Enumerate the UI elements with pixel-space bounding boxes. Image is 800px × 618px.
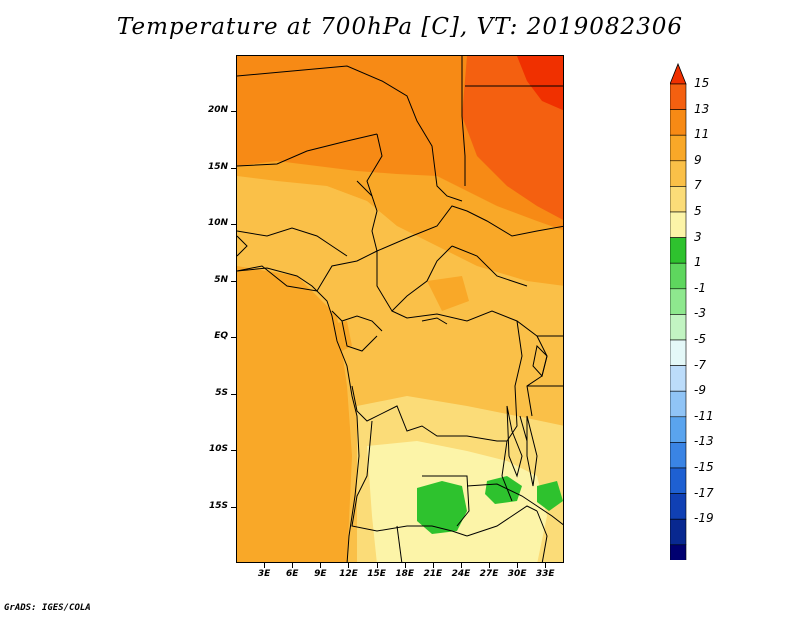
lon-tick-label: 12E	[339, 569, 358, 579]
lon-tick-mark	[404, 563, 406, 568]
lat-tick-label: 15S	[208, 500, 228, 511]
colorbar-swatch	[670, 442, 687, 469]
lat-tick-mark	[231, 167, 236, 169]
temperature-field-1-to-3	[417, 481, 467, 534]
colorbar-swatch	[670, 339, 687, 366]
colorbar-label: -7	[694, 357, 706, 372]
colorbar-swatch	[670, 518, 687, 546]
lat-tick-mark	[231, 280, 236, 282]
colorbar-swatch	[670, 288, 687, 315]
lon-tick-mark	[517, 563, 519, 568]
colorbar-label: 11	[694, 127, 710, 142]
colorbar-label: -19	[694, 511, 714, 526]
colorbar-label: -13	[694, 434, 714, 449]
lat-tick-mark	[231, 337, 236, 339]
colorbar-label: -3	[694, 306, 706, 321]
colorbar-top-arrow	[670, 62, 687, 85]
lon-tick-mark	[264, 563, 266, 568]
colorbar-label: -11	[694, 408, 714, 423]
lat-tick-mark	[231, 393, 236, 395]
lat-tick-mark	[231, 506, 236, 508]
colorbar-label: -17	[694, 485, 714, 500]
colorbar-label: 15	[694, 76, 710, 90]
temperature-map	[237, 56, 563, 562]
lat-tick-mark	[231, 224, 236, 226]
lat-tick-label: 15N	[207, 161, 228, 172]
colorbar	[670, 62, 687, 560]
colorbar-label: 7	[694, 178, 702, 193]
colorbar-swatch	[670, 544, 687, 560]
colorbar-label: 13	[694, 101, 710, 116]
lon-tick-label: 24E	[451, 569, 471, 579]
lon-tick-label: 21E	[423, 569, 443, 579]
lat-tick-label: 10N	[207, 218, 228, 229]
temperature-field-above-15	[517, 56, 563, 111]
colorbar-swatch	[670, 314, 687, 341]
temperature-field-1-to-3	[537, 481, 563, 511]
lon-tick-label: 9E	[314, 569, 327, 579]
lat-tick-label: 5S	[215, 387, 228, 398]
colorbar-swatch	[670, 186, 687, 213]
lon-tick-label: 3E	[257, 569, 271, 579]
colorbar-swatch	[670, 160, 687, 187]
lon-tick-mark	[545, 563, 547, 568]
colorbar-label: 3	[694, 229, 702, 244]
colorbar-swatch	[670, 83, 687, 110]
lat-tick-label: 20N	[207, 105, 228, 116]
lat-tick-mark	[231, 450, 236, 452]
lon-tick-mark	[376, 563, 378, 568]
colorbar-swatch	[670, 416, 687, 443]
colorbar-label: -1	[694, 280, 706, 295]
lon-tick-mark	[320, 563, 322, 568]
colorbar-swatch	[670, 237, 687, 264]
credit-footer: GrADS: IGES/COLA	[4, 603, 91, 613]
colorbar-label: 5	[694, 204, 702, 218]
colorbar-swatch	[670, 467, 687, 494]
lon-tick-label: 33E	[535, 569, 555, 579]
lon-tick-label: 27E	[479, 569, 499, 579]
lon-tick-label: 6E	[286, 569, 299, 579]
map-panel	[236, 55, 564, 563]
lon-tick-mark	[460, 563, 462, 568]
lat-tick-mark	[231, 111, 236, 113]
colorbar-swatch	[670, 493, 687, 520]
lakes	[356, 180, 548, 487]
colorbar-label: -9	[694, 383, 706, 398]
colorbar-swatch	[670, 365, 687, 392]
lat-tick-label: 5N	[214, 274, 228, 285]
colorbar-swatch	[670, 262, 687, 290]
lon-tick-mark	[348, 563, 350, 568]
lat-tick-label: 10S	[208, 444, 228, 455]
lon-tick-mark	[489, 563, 491, 568]
colorbar-swatch	[670, 134, 687, 162]
lon-tick-mark	[432, 563, 434, 568]
temperature-field-1-to-3	[485, 476, 522, 504]
colorbar-label: 9	[694, 152, 702, 167]
warm-patch	[427, 276, 469, 311]
map-title: Temperature at 700hPa [C], VT: 201908230…	[116, 14, 684, 40]
colorbar-swatch	[670, 109, 687, 136]
coastline	[237, 267, 360, 562]
lon-tick-label: 18E	[395, 569, 415, 579]
colorbar-label: -5	[694, 332, 706, 346]
colorbar-swatch	[670, 390, 687, 418]
coastline	[237, 235, 248, 257]
colorbar-label: -15	[694, 460, 714, 474]
lat-tick-label: EQ	[214, 331, 228, 342]
colorbar-label: 1	[694, 255, 702, 270]
colorbar-swatch	[670, 211, 687, 238]
temperature-field-13-to-15	[462, 56, 563, 220]
lon-tick-label: 15E	[367, 569, 386, 579]
lon-tick-mark	[292, 563, 294, 568]
lon-tick-label: 30E	[507, 569, 527, 579]
